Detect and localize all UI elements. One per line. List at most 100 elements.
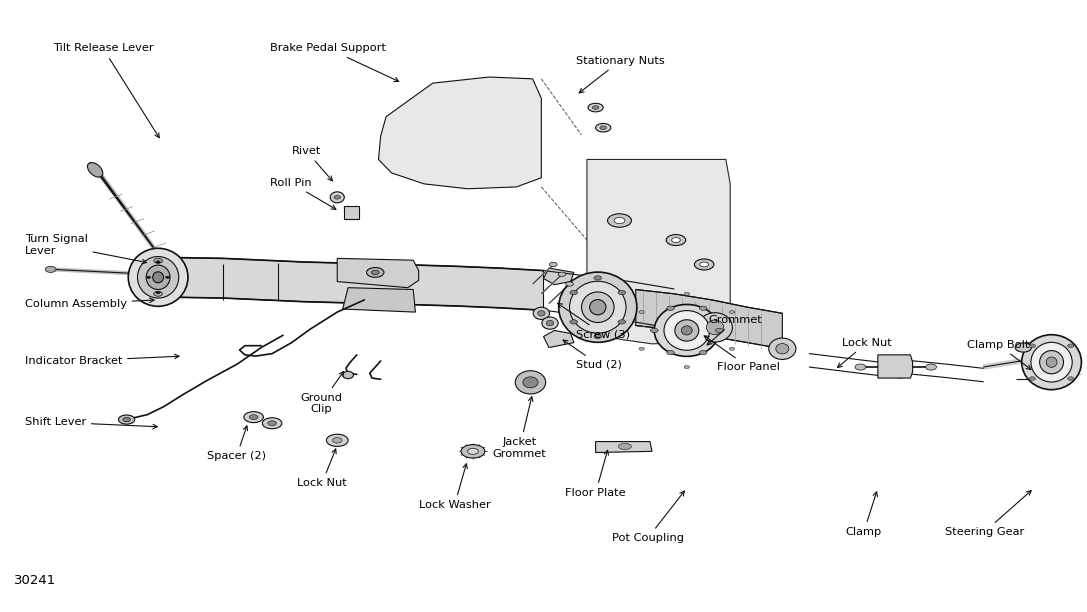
Ellipse shape bbox=[542, 317, 558, 329]
Ellipse shape bbox=[570, 319, 577, 324]
Text: Stationary Nuts: Stationary Nuts bbox=[576, 56, 665, 93]
Ellipse shape bbox=[461, 444, 485, 458]
Ellipse shape bbox=[546, 320, 553, 326]
Text: Floor Panel: Floor Panel bbox=[704, 336, 780, 372]
Ellipse shape bbox=[588, 103, 603, 112]
Ellipse shape bbox=[699, 351, 707, 355]
Ellipse shape bbox=[594, 334, 601, 338]
Ellipse shape bbox=[534, 307, 549, 319]
Text: Brake Pedal Support: Brake Pedal Support bbox=[270, 43, 399, 81]
Ellipse shape bbox=[684, 293, 689, 296]
Ellipse shape bbox=[372, 271, 379, 275]
Ellipse shape bbox=[262, 418, 282, 429]
Ellipse shape bbox=[128, 248, 188, 306]
Ellipse shape bbox=[570, 282, 626, 333]
Ellipse shape bbox=[698, 313, 733, 342]
Ellipse shape bbox=[582, 292, 614, 323]
Ellipse shape bbox=[558, 272, 565, 277]
Ellipse shape bbox=[152, 272, 163, 283]
Ellipse shape bbox=[776, 343, 789, 354]
Ellipse shape bbox=[1067, 344, 1074, 348]
Ellipse shape bbox=[87, 163, 103, 177]
Ellipse shape bbox=[639, 310, 645, 313]
Polygon shape bbox=[544, 330, 574, 348]
Text: Floor Plate: Floor Plate bbox=[565, 450, 626, 498]
Ellipse shape bbox=[855, 364, 866, 370]
Text: Shift Lever: Shift Lever bbox=[25, 417, 158, 429]
Ellipse shape bbox=[565, 282, 573, 286]
Text: 30241: 30241 bbox=[14, 574, 55, 587]
Ellipse shape bbox=[123, 417, 130, 422]
Ellipse shape bbox=[147, 276, 151, 278]
Ellipse shape bbox=[619, 291, 626, 295]
Ellipse shape bbox=[699, 306, 707, 310]
Ellipse shape bbox=[243, 412, 263, 423]
Ellipse shape bbox=[1022, 335, 1082, 390]
Polygon shape bbox=[596, 441, 652, 452]
Text: Roll Pin: Roll Pin bbox=[270, 177, 336, 209]
Ellipse shape bbox=[153, 291, 162, 296]
Ellipse shape bbox=[600, 126, 607, 130]
Ellipse shape bbox=[46, 266, 57, 272]
Ellipse shape bbox=[146, 265, 170, 289]
Text: Clamp Bolt: Clamp Bolt bbox=[967, 340, 1030, 370]
Ellipse shape bbox=[1046, 357, 1057, 367]
Ellipse shape bbox=[1015, 343, 1032, 352]
Text: Lock Washer: Lock Washer bbox=[418, 464, 490, 510]
Text: Grommet: Grommet bbox=[708, 315, 762, 345]
Ellipse shape bbox=[654, 305, 720, 356]
Ellipse shape bbox=[267, 421, 276, 426]
Ellipse shape bbox=[589, 300, 605, 315]
Ellipse shape bbox=[596, 124, 611, 132]
Ellipse shape bbox=[769, 338, 796, 359]
Ellipse shape bbox=[570, 291, 577, 295]
Ellipse shape bbox=[538, 310, 545, 316]
Ellipse shape bbox=[675, 319, 699, 341]
Text: Ground
Clip: Ground Clip bbox=[300, 371, 343, 414]
Bar bbox=[343, 206, 359, 219]
Polygon shape bbox=[150, 257, 544, 310]
Ellipse shape bbox=[666, 306, 674, 310]
Text: Screw (3): Screw (3) bbox=[558, 304, 630, 339]
Ellipse shape bbox=[608, 214, 632, 227]
Polygon shape bbox=[587, 160, 730, 344]
Ellipse shape bbox=[592, 106, 599, 110]
Ellipse shape bbox=[682, 326, 692, 335]
Text: Indicator Bracket: Indicator Bracket bbox=[25, 354, 179, 366]
Ellipse shape bbox=[639, 347, 645, 350]
Ellipse shape bbox=[715, 328, 723, 332]
Ellipse shape bbox=[366, 267, 384, 277]
Ellipse shape bbox=[619, 443, 632, 449]
Text: Spacer (2): Spacer (2) bbox=[207, 426, 266, 461]
Ellipse shape bbox=[137, 256, 178, 298]
Text: Pot Coupling: Pot Coupling bbox=[612, 491, 685, 543]
Text: Turn Signal
Lever: Turn Signal Lever bbox=[25, 234, 147, 264]
Ellipse shape bbox=[559, 272, 637, 342]
Ellipse shape bbox=[926, 364, 937, 370]
Text: Lock Nut: Lock Nut bbox=[297, 449, 347, 488]
Ellipse shape bbox=[1029, 377, 1036, 381]
Ellipse shape bbox=[155, 261, 160, 263]
Ellipse shape bbox=[342, 371, 353, 379]
Ellipse shape bbox=[707, 320, 724, 335]
Ellipse shape bbox=[333, 438, 342, 443]
Ellipse shape bbox=[334, 195, 340, 199]
Polygon shape bbox=[636, 289, 783, 349]
Ellipse shape bbox=[619, 319, 626, 324]
Text: Stud (2): Stud (2) bbox=[563, 340, 622, 370]
Ellipse shape bbox=[1067, 377, 1074, 381]
Ellipse shape bbox=[523, 377, 538, 388]
Ellipse shape bbox=[700, 262, 709, 267]
Text: Lock Nut: Lock Nut bbox=[837, 338, 891, 368]
Ellipse shape bbox=[467, 448, 478, 454]
Ellipse shape bbox=[684, 365, 689, 368]
Text: Column Assembly: Column Assembly bbox=[25, 298, 154, 308]
Ellipse shape bbox=[155, 291, 160, 294]
Ellipse shape bbox=[153, 258, 162, 263]
Polygon shape bbox=[337, 258, 418, 288]
Ellipse shape bbox=[515, 371, 546, 394]
Ellipse shape bbox=[1039, 351, 1063, 374]
Ellipse shape bbox=[729, 310, 735, 313]
Ellipse shape bbox=[664, 310, 710, 350]
Text: Clamp: Clamp bbox=[846, 492, 882, 537]
